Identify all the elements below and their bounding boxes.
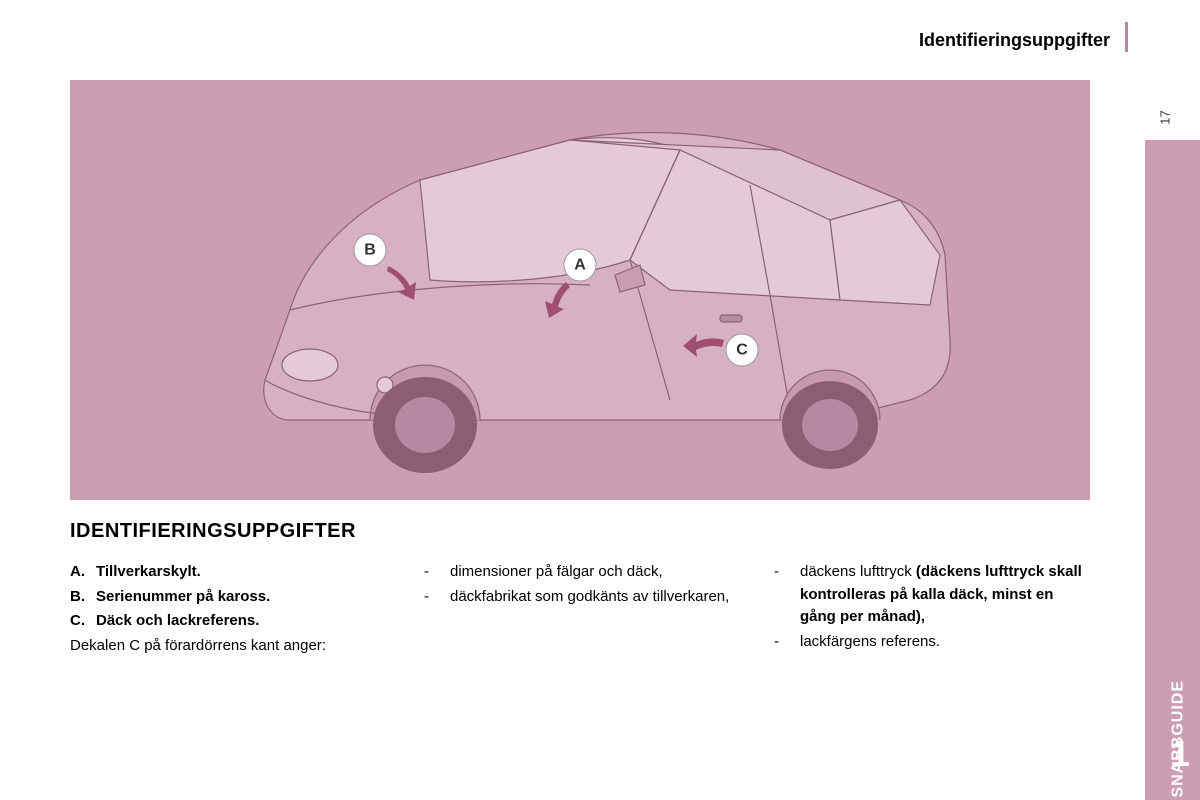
col2-bullet-2: - däckfabrikat som godkänts av tillverka… [420, 586, 740, 609]
item-b-text: Serienummer på kaross. [96, 586, 270, 609]
section-heading: IDENTIFIERINGSUPPGIFTER [70, 520, 1090, 543]
header-title: Identifieringsuppgifter [919, 30, 1110, 51]
column-1: A. Tillverkarskylt. B. Serienummer på ka… [70, 561, 390, 657]
item-c-letter: C. [70, 610, 96, 633]
svg-text:C: C [736, 342, 748, 359]
side-tab: SNABBGUIDE 1 [1145, 140, 1200, 800]
col3-bullet-2-text: lackfärgens referens. [800, 631, 1090, 654]
content-area: IDENTIFIERINGSUPPGIFTER A. Tillverkarsky… [70, 520, 1090, 657]
item-c-note: Dekalen C på förardörrens kant anger: [70, 635, 390, 658]
dash-icon: - [770, 631, 800, 654]
item-a-text: Tillverkarskylt. [96, 561, 201, 584]
vehicle-illustration: B A C [70, 80, 1090, 500]
col2-bullet-1-text: dimensioner på fälgar och däck, [450, 561, 740, 584]
col3-bullet-2: - lackfärgens referens. [770, 631, 1090, 654]
col3-bullet-1: - däckens lufttryck (däckens lufttryck s… [770, 561, 1090, 629]
item-c-text: Däck och lackreferens. [96, 610, 259, 633]
page-number: 17 [1157, 110, 1172, 124]
col2-bullet-1: - dimensioner på fälgar och däck, [420, 561, 740, 584]
side-tab-chapter: 1 [1170, 733, 1190, 775]
item-b: B. Serienummer på kaross. [70, 586, 390, 609]
item-b-letter: B. [70, 586, 96, 609]
column-3: - däckens lufttryck (däckens lufttryck s… [770, 561, 1090, 657]
svg-text:A: A [574, 257, 586, 274]
item-c: C. Däck och lackreferens. [70, 610, 390, 633]
columns: A. Tillverkarskylt. B. Serienummer på ka… [70, 561, 1090, 657]
dash-icon: - [770, 561, 800, 629]
dash-icon: - [420, 561, 450, 584]
dash-icon: - [420, 586, 450, 609]
car-diagram-svg: B A C [70, 80, 1090, 500]
item-a: A. Tillverkarskylt. [70, 561, 390, 584]
column-2: - dimensioner på fälgar och däck, - däck… [420, 561, 740, 657]
header-accent-bar [1125, 22, 1128, 52]
col3-bullet-1-text: däckens lufttryck (däckens lufttryck ska… [800, 561, 1090, 629]
col2-bullet-2-text: däckfabrikat som godkänts av tillverkare… [450, 586, 740, 609]
manual-page: Identifieringsuppgifter 17 SNABBGUIDE 1 [0, 0, 1200, 800]
svg-text:B: B [364, 242, 376, 259]
item-a-letter: A. [70, 561, 96, 584]
col3-b1-pre: däckens lufttryck [800, 563, 916, 580]
